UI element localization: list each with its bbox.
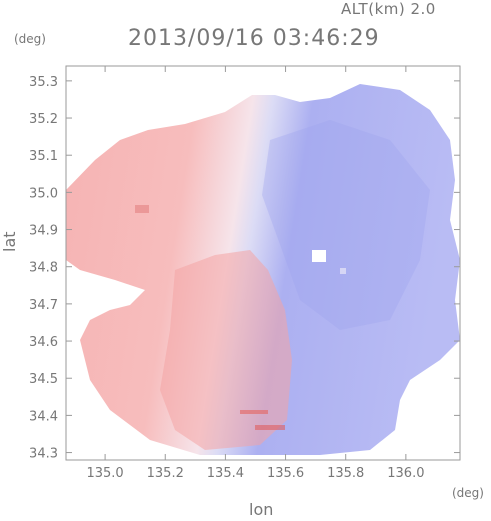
- y-tick-label: 34.9: [29, 224, 58, 239]
- clutter-speck: [240, 410, 268, 414]
- x-tick-label: 135.6: [267, 466, 304, 481]
- negative-velocity-patch: [262, 120, 430, 330]
- y-tick-label: 34.6: [29, 335, 58, 350]
- y-tick-label: 35.1: [29, 149, 58, 164]
- y-tick-label: 34.5: [29, 372, 58, 387]
- y-tick-label: 35.2: [29, 112, 58, 127]
- plot-border: [65, 65, 461, 461]
- x-tick-label: 136.0: [387, 466, 424, 481]
- x-axis-unit: (deg): [452, 486, 484, 500]
- y-tick-label: 35.3: [29, 75, 58, 90]
- y-tick-label: 34.4: [29, 409, 58, 424]
- clutter-speck: [340, 268, 346, 274]
- x-tick-label: 135.0: [86, 466, 123, 481]
- clutter-speck: [255, 425, 285, 430]
- plot-frame: 135.0 135.2 135.4 135.6 135.8 136.0 34.3 34.4 34…: [29, 65, 461, 481]
- x-tick-label: 135.4: [207, 466, 244, 481]
- y-tick-label: 34.3: [29, 447, 58, 462]
- clutter-speck: [135, 205, 149, 213]
- x-tick-label: 135.2: [147, 466, 184, 481]
- y-tick-label: 35.0: [29, 186, 58, 201]
- chart-title: 2013/09/16 03:46:29: [128, 26, 380, 51]
- y-axis-unit: (deg): [14, 32, 46, 46]
- altitude-label: ALT(km) 2.0: [341, 0, 436, 18]
- x-tick-label: 135.8: [327, 466, 364, 481]
- y-tick-label: 34.7: [29, 298, 58, 313]
- positive-velocity-patch: [160, 250, 292, 450]
- clutter-speck: [312, 250, 326, 262]
- y-tick-label: 34.8: [29, 261, 58, 276]
- x-axis-label: lon: [249, 500, 274, 519]
